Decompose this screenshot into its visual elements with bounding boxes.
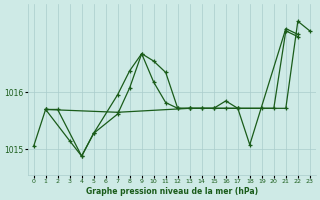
X-axis label: Graphe pression niveau de la mer (hPa): Graphe pression niveau de la mer (hPa): [86, 187, 258, 196]
